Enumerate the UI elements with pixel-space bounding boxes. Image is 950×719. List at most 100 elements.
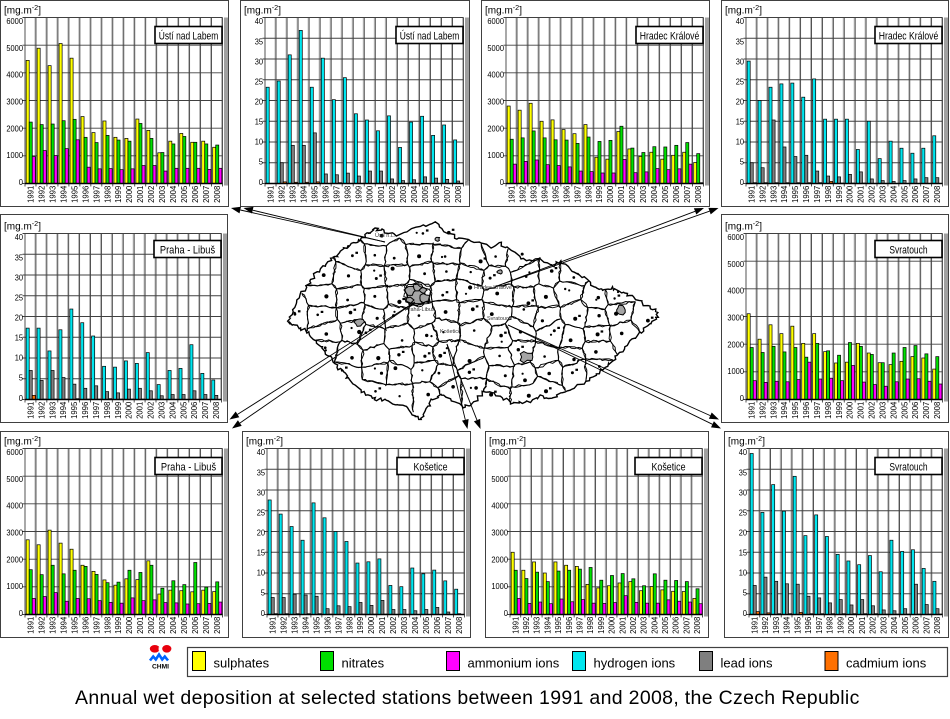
svg-text:2002: 2002 [387, 186, 397, 203]
svg-text:5000: 5000 [727, 259, 744, 269]
svg-text:2008: 2008 [692, 617, 702, 634]
svg-text:2005: 2005 [660, 186, 670, 203]
svg-text:2007: 2007 [442, 186, 452, 203]
svg-text:1999: 1999 [835, 617, 845, 634]
svg-text:15: 15 [739, 548, 748, 558]
svg-text:1995: 1995 [69, 617, 79, 634]
svg-text:2006: 2006 [911, 617, 921, 634]
svg-text:2008: 2008 [932, 186, 942, 203]
svg-text:1992: 1992 [760, 617, 770, 634]
svg-text:Košetice: Košetice [414, 461, 448, 473]
svg-text:1994: 1994 [58, 617, 68, 634]
svg-text:1997: 1997 [91, 617, 101, 634]
svg-text:1995: 1995 [553, 617, 563, 634]
svg-text:2006: 2006 [190, 617, 200, 634]
svg-text:2004: 2004 [649, 186, 659, 203]
svg-text:Hradec Králové: Hradec Králové [640, 30, 700, 42]
svg-text:2008: 2008 [453, 186, 463, 203]
svg-text:5000: 5000 [487, 43, 504, 53]
svg-text:30: 30 [255, 56, 264, 66]
svg-text:2005: 2005 [900, 617, 910, 634]
svg-text:1995: 1995 [790, 186, 800, 203]
svg-text:Ústí nad Labem: Ústí nad Labem [159, 29, 219, 42]
svg-text:2005: 2005 [421, 617, 431, 634]
svg-text:2003: 2003 [157, 617, 167, 634]
svg-text:20: 20 [15, 313, 24, 323]
svg-text:2000: 2000 [607, 617, 617, 634]
svg-text:Hradec Králové: Hradec Králové [879, 30, 939, 42]
svg-text:2000: 2000 [846, 617, 856, 634]
svg-text:35: 35 [255, 36, 264, 46]
svg-text:1995: 1995 [69, 402, 79, 419]
svg-text:1993: 1993 [47, 617, 57, 634]
svg-text:1997: 1997 [91, 402, 101, 419]
svg-text:2001: 2001 [376, 186, 386, 203]
svg-text:2002: 2002 [146, 402, 156, 419]
svg-text:1998: 1998 [823, 402, 833, 419]
svg-text:4000: 4000 [487, 70, 504, 80]
svg-text:1998: 1998 [102, 402, 112, 419]
svg-text:25: 25 [15, 292, 24, 302]
svg-text:3000: 3000 [727, 313, 744, 323]
svg-text:5000: 5000 [6, 474, 23, 484]
svg-text:5000: 5000 [6, 43, 23, 53]
svg-text:2008: 2008 [454, 617, 464, 634]
svg-text:15: 15 [736, 117, 745, 127]
svg-text:2003: 2003 [638, 186, 648, 203]
svg-text:hydrogen ions: hydrogen ions [594, 656, 676, 671]
svg-text:2000: 2000 [6, 123, 23, 133]
svg-text:Praha - Libuš: Praha - Libuš [161, 461, 216, 473]
svg-text:2000: 2000 [124, 402, 134, 419]
svg-text:lead ions: lead ions [721, 656, 774, 671]
svg-text:1999: 1999 [355, 617, 365, 634]
svg-text:20: 20 [736, 97, 745, 107]
svg-text:1994: 1994 [779, 402, 789, 419]
svg-text:2001: 2001 [135, 617, 145, 634]
svg-text:6000: 6000 [727, 232, 744, 242]
svg-text:1999: 1999 [113, 402, 123, 419]
svg-text:20: 20 [257, 528, 266, 538]
svg-text:2000: 2000 [487, 123, 504, 133]
svg-text:1998: 1998 [585, 617, 595, 634]
svg-text:1997: 1997 [575, 617, 585, 634]
svg-text:40: 40 [739, 447, 748, 457]
svg-text:2001: 2001 [135, 186, 145, 203]
svg-text:1998: 1998 [102, 186, 112, 203]
svg-text:2007: 2007 [443, 617, 453, 634]
svg-text:1994: 1994 [299, 186, 309, 203]
svg-text:2003: 2003 [398, 186, 408, 203]
svg-text:2005: 2005 [178, 402, 188, 419]
svg-text:1992: 1992 [757, 186, 767, 203]
svg-text:25: 25 [255, 76, 264, 86]
svg-text:0: 0 [19, 608, 23, 618]
svg-text:2002: 2002 [628, 617, 638, 634]
svg-text:0: 0 [740, 177, 744, 187]
svg-text:2004: 2004 [888, 402, 898, 419]
svg-text:30: 30 [739, 487, 748, 497]
svg-text:2000: 2000 [727, 339, 744, 349]
svg-text:2001: 2001 [857, 617, 867, 634]
svg-text:1997: 1997 [572, 186, 582, 203]
svg-text:1999: 1999 [354, 186, 364, 203]
svg-text:2000: 2000 [366, 617, 376, 634]
svg-text:5: 5 [743, 588, 747, 598]
svg-text:2001: 2001 [856, 402, 866, 419]
svg-text:1994: 1994 [539, 186, 549, 203]
svg-text:2007: 2007 [681, 617, 691, 634]
svg-text:2004: 2004 [168, 186, 178, 203]
svg-text:5: 5 [261, 588, 265, 598]
svg-text:1994: 1994 [300, 617, 310, 634]
svg-text:2008: 2008 [211, 402, 221, 419]
svg-text:1998: 1998 [102, 617, 112, 634]
svg-text:2003: 2003 [157, 186, 167, 203]
svg-text:35: 35 [257, 467, 266, 477]
svg-text:2007: 2007 [201, 617, 211, 634]
svg-text:2001: 2001 [856, 186, 866, 203]
svg-text:2006: 2006 [190, 186, 200, 203]
svg-text:1991: 1991 [25, 402, 35, 419]
svg-text:1993: 1993 [47, 186, 57, 203]
svg-text:4000: 4000 [6, 501, 23, 511]
svg-text:30: 30 [736, 56, 745, 66]
svg-text:6000: 6000 [487, 16, 504, 26]
svg-text:1993: 1993 [771, 617, 781, 634]
